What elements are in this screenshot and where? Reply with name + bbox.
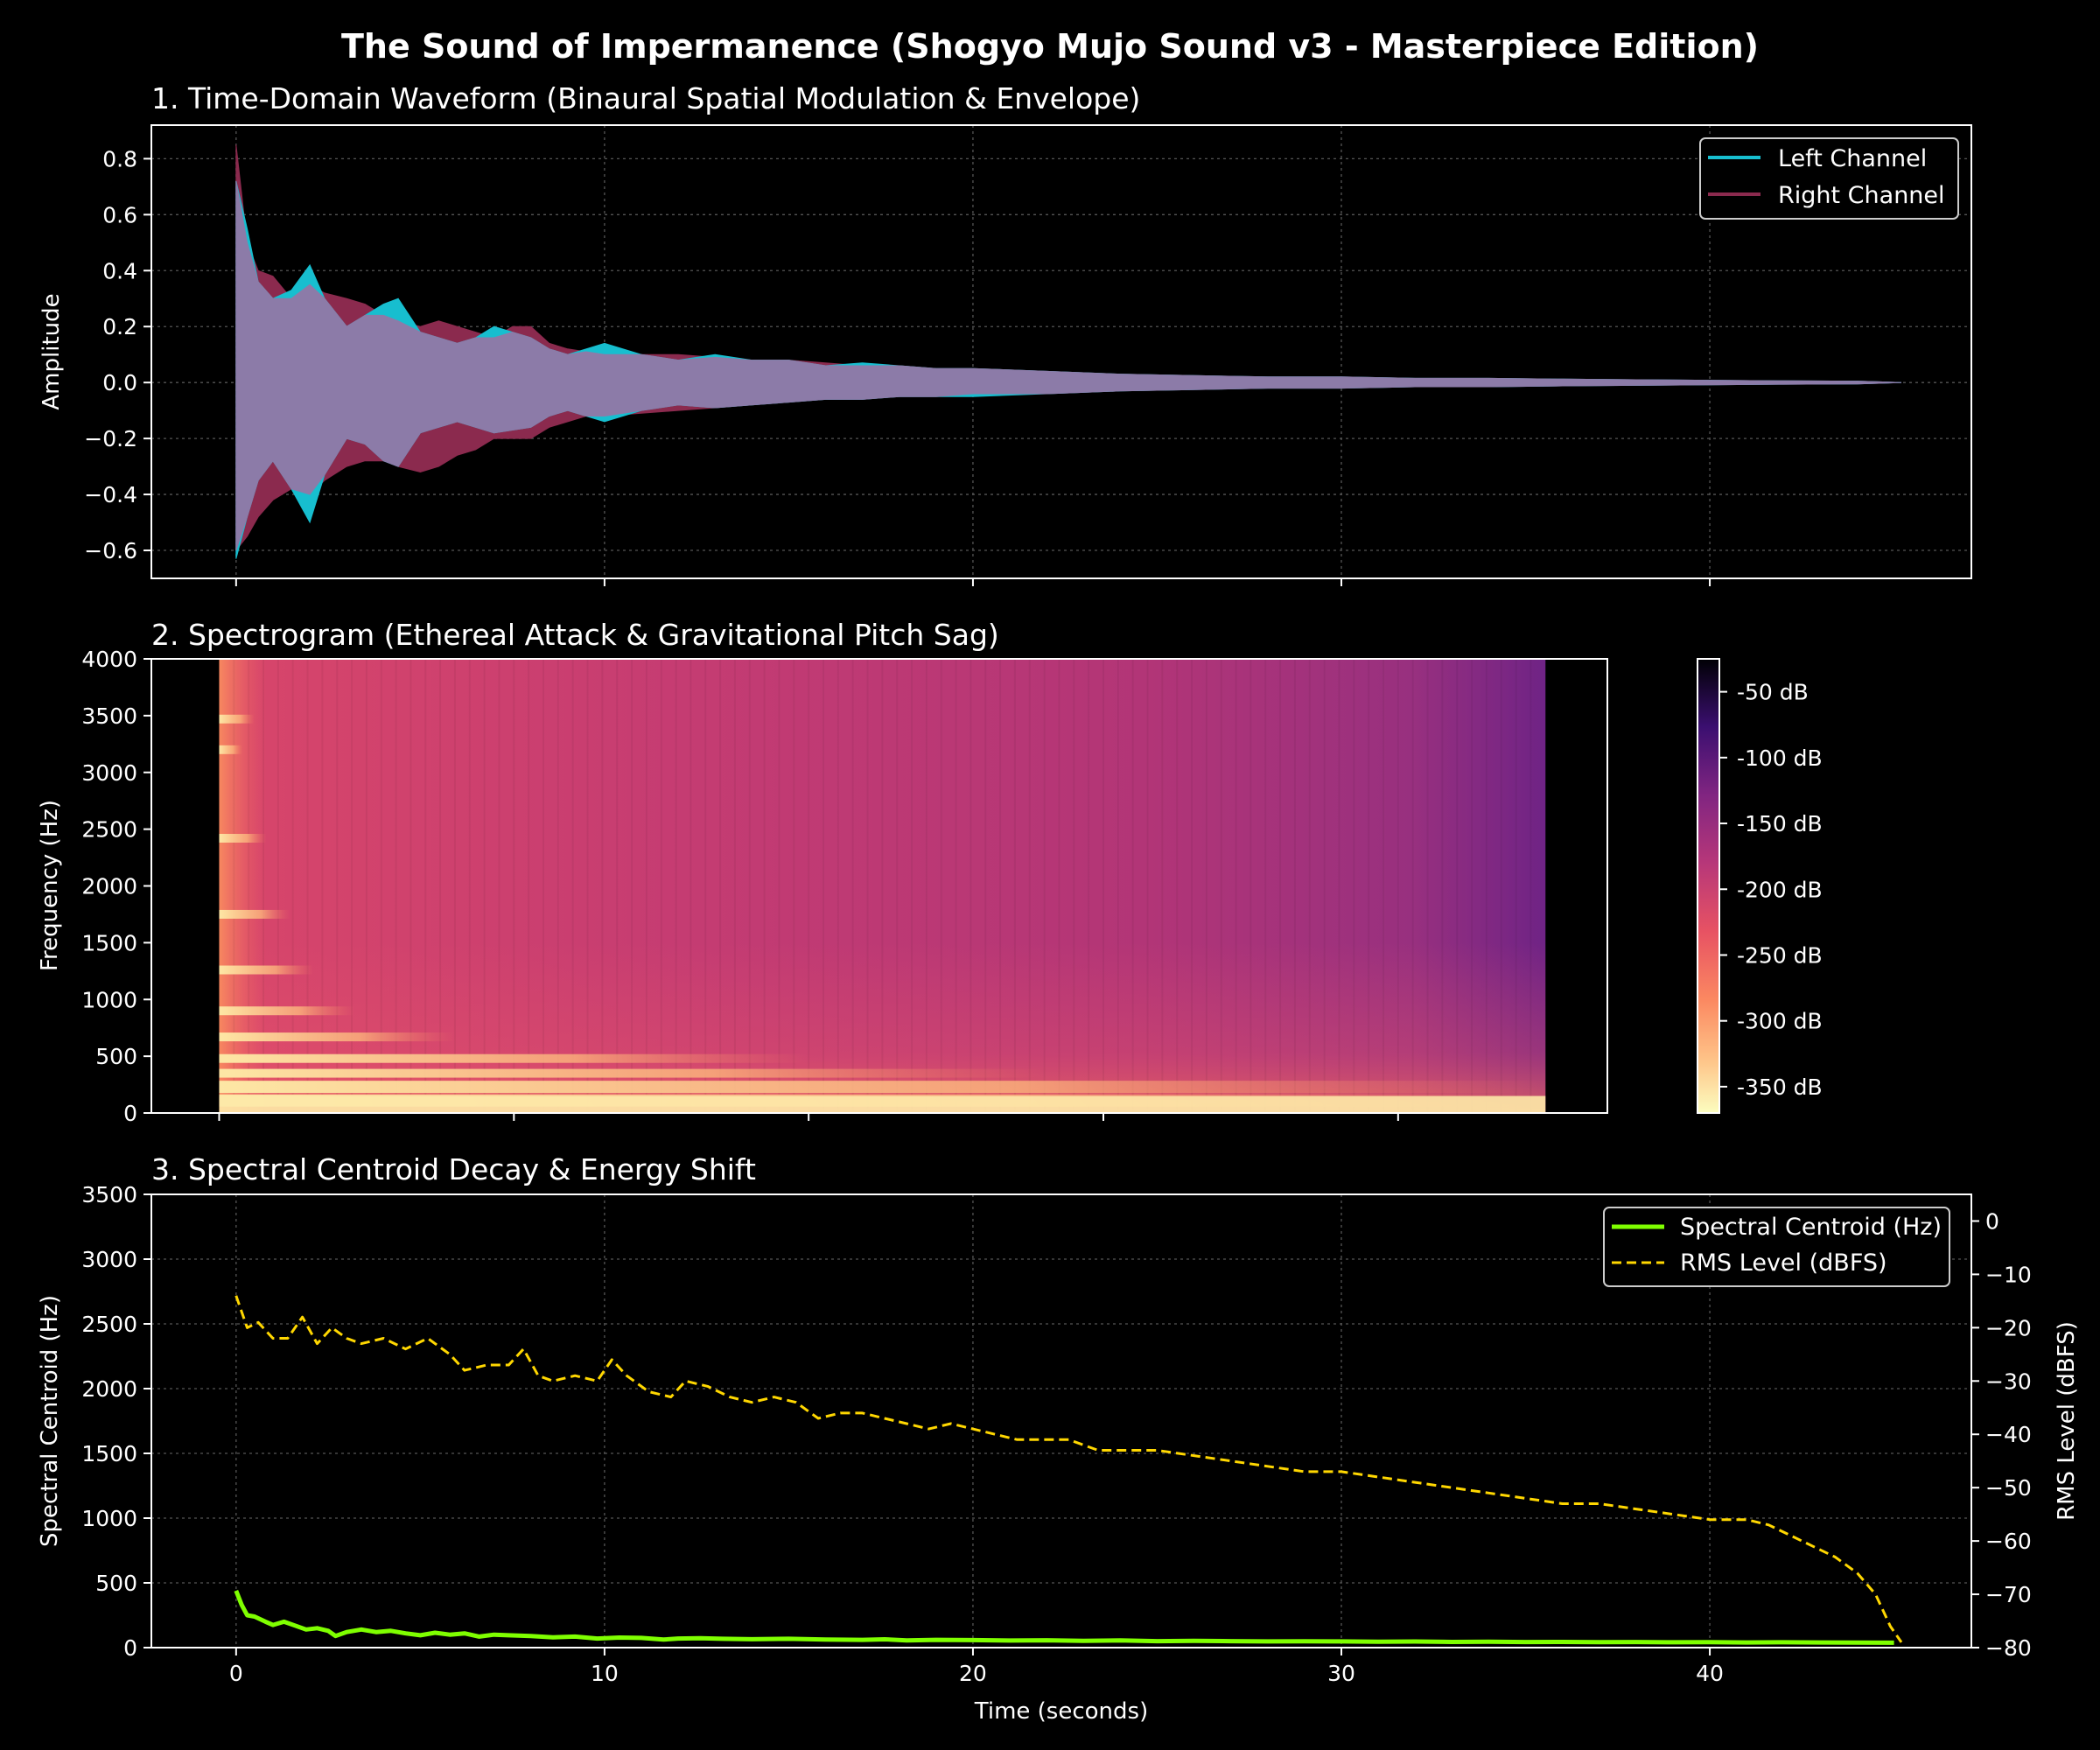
spectrogram-ytick-label: 1500 bbox=[81, 930, 137, 956]
waveform-ytick-label: −0.2 bbox=[84, 426, 137, 452]
waveform-ytick-label: −0.6 bbox=[84, 538, 137, 564]
spectrogram-harmonic-band bbox=[219, 1081, 1546, 1094]
colorbar-tick-label: -150 dB bbox=[1737, 811, 1823, 836]
colorbar-tick-label: -300 dB bbox=[1737, 1009, 1823, 1034]
waveform-panel: 1. Time-Domain Waveform (Binaural Spatia… bbox=[38, 81, 1972, 586]
waveform-ytick-label: 0.0 bbox=[102, 370, 137, 396]
spectrogram-ytick-label: 500 bbox=[95, 1044, 137, 1069]
waveform-ticks: −0.6 −0.4 −0.2 0.0 0.2 0.4 0.6 0.8 bbox=[84, 146, 1712, 586]
legend-centroid-label: Spectral Centroid (Hz) bbox=[1680, 1214, 1942, 1241]
centroid-ytick-label: 2500 bbox=[81, 1312, 137, 1337]
centroid-ytick-label: 3000 bbox=[81, 1247, 137, 1272]
spectrogram-harmonic-band bbox=[219, 834, 267, 844]
centroid-ytick-label: 0 bbox=[123, 1635, 137, 1661]
spectrogram-ytick-label: 3500 bbox=[81, 704, 137, 729]
legend-right-channel-label: Right Channel bbox=[1778, 182, 1945, 209]
centroid-ytick-label: 2000 bbox=[81, 1376, 137, 1402]
colorbar-ticks: -50 dB -100 dB -150 dB -200 dB -250 dB -300 d… bbox=[1719, 680, 1823, 1100]
rms-ytick-label: −70 bbox=[1985, 1582, 2032, 1607]
waveform-ytick-label: 0.4 bbox=[102, 258, 137, 284]
spectrogram-harmonic-band bbox=[219, 965, 314, 975]
spectrogram-ytick-label: 1000 bbox=[81, 987, 137, 1012]
figure-title: The Sound of Impermanence (Shogyo Mujo S… bbox=[341, 27, 1759, 66]
centroid-xtick-label: 40 bbox=[1696, 1661, 1724, 1686]
spectrogram-harmonic-band bbox=[219, 909, 290, 919]
colorbar-tick-label: -100 dB bbox=[1737, 746, 1823, 771]
centroid-legend: Spectral Centroid (Hz) RMS Level (dBFS) bbox=[1603, 1207, 1950, 1287]
waveform-ytick-label: 0.6 bbox=[102, 202, 137, 228]
centroid-ylabel: Spectral Centroid (Hz) bbox=[37, 1295, 63, 1547]
waveform-legend-box bbox=[1699, 137, 1959, 220]
centroid-legend-box bbox=[1603, 1207, 1950, 1287]
rms-ytick-label: −50 bbox=[1985, 1475, 2032, 1501]
spectrogram-attack bbox=[219, 659, 267, 1113]
spectrogram-ytick-label: 3000 bbox=[81, 760, 137, 786]
rms-ytick-label: −60 bbox=[1985, 1529, 2032, 1554]
colorbar: -50 dB -100 dB -150 dB -200 dB -250 dB -300 d… bbox=[1697, 658, 1823, 1114]
colorbar-tick-label: -50 dB bbox=[1737, 680, 1809, 705]
centroid-ytick-label: 1000 bbox=[81, 1506, 137, 1531]
spectrogram-panel: 2. Spectrogram (Ethereal Attack & Gravit… bbox=[37, 618, 1823, 1126]
channel-overlap-envelope bbox=[235, 180, 1902, 551]
waveform-ylabel: Amplitude bbox=[38, 293, 65, 410]
waveform-traces bbox=[235, 144, 1902, 559]
rms-level-line bbox=[234, 1295, 1903, 1643]
centroid-panel-title: 3. Spectral Centroid Decay & Energy Shif… bbox=[151, 1152, 756, 1186]
centroid-axes-frame bbox=[150, 1194, 1972, 1648]
centroid-panel: 3. Spectral Centroid Decay & Energy Shif… bbox=[37, 1152, 2080, 1725]
spectral-centroid-line bbox=[234, 1589, 1894, 1645]
colorbar-tick-label: -350 dB bbox=[1737, 1074, 1823, 1100]
waveform-ytick-label: 0.2 bbox=[102, 314, 137, 340]
rms-ytick-label: 0 bbox=[1985, 1208, 1999, 1234]
spectrogram-harmonic-band bbox=[219, 1068, 1045, 1078]
spectrogram-harmonic-band bbox=[219, 1054, 809, 1063]
spectrogram-panel-title: 2. Spectrogram (Ethereal Attack & Gravit… bbox=[151, 618, 999, 652]
centroid-xtick-label: 30 bbox=[1327, 1661, 1355, 1686]
rms-ytick-label: −10 bbox=[1985, 1262, 2032, 1287]
spectrogram-ytick-label: 2500 bbox=[81, 817, 137, 843]
spectrogram-fundamental bbox=[219, 1096, 1546, 1113]
spectrogram-ylabel: Frequency (Hz) bbox=[37, 800, 63, 971]
rms-ytick-label: −80 bbox=[1985, 1635, 2032, 1661]
time-xlabel: Time (seconds) bbox=[974, 1698, 1148, 1725]
spectrogram-harmonic-band bbox=[219, 714, 255, 724]
spectrogram-harmonic-band bbox=[219, 745, 243, 754]
centroid-ytick-label: 3500 bbox=[81, 1182, 137, 1208]
centroid-ytick-label: 1500 bbox=[81, 1441, 137, 1466]
spectrogram-ticks: 0 500 1000 1500 2000 2500 3000 3500 4000 bbox=[81, 647, 1399, 1126]
centroid-ytick-label: 500 bbox=[95, 1571, 137, 1596]
waveform-ytick-label: −0.4 bbox=[84, 482, 137, 508]
spectrogram-ytick-label: 2000 bbox=[81, 874, 137, 900]
rms-ytick-label: −30 bbox=[1985, 1368, 2032, 1394]
waveform-ytick-label: 0.8 bbox=[102, 146, 137, 172]
legend-rms-label: RMS Level (dBFS) bbox=[1680, 1250, 1887, 1277]
rms-ytick-label: −20 bbox=[1985, 1315, 2032, 1340]
waveform-panel-title: 1. Time-Domain Waveform (Binaural Spatia… bbox=[151, 81, 1140, 116]
colorbar-tick-label: -250 dB bbox=[1737, 942, 1823, 968]
centroid-xtick-label: 0 bbox=[229, 1661, 243, 1686]
spectrogram-ytick-label: 0 bbox=[123, 1101, 137, 1126]
centroid-xtick-label: 20 bbox=[959, 1661, 987, 1686]
centroid-xtick-label: 10 bbox=[591, 1661, 619, 1686]
centroid-lines bbox=[234, 1295, 1903, 1645]
spectrogram-ytick-label: 4000 bbox=[81, 647, 137, 672]
spectrogram-harmonic-band bbox=[219, 1032, 455, 1042]
centroid-ticks: 0 10 20 30 40 0 500 1000 1500 2000 2500 3000 3500 0 −1… bbox=[81, 1182, 2031, 1686]
rms-ytick-label: −40 bbox=[1985, 1422, 2032, 1447]
waveform-axes-frame bbox=[150, 124, 1972, 579]
legend-left-channel-label: Left Channel bbox=[1778, 145, 1927, 172]
colorbar-gradient bbox=[1697, 658, 1720, 1114]
spectrogram-harmonic-band bbox=[219, 1006, 355, 1016]
colorbar-tick-label: -200 dB bbox=[1737, 877, 1823, 902]
spectrogram-image bbox=[219, 659, 1546, 1113]
waveform-legend: Left Channel Right Channel bbox=[1699, 137, 1959, 220]
rms-ylabel: RMS Level (dBFS) bbox=[2054, 1321, 2080, 1521]
